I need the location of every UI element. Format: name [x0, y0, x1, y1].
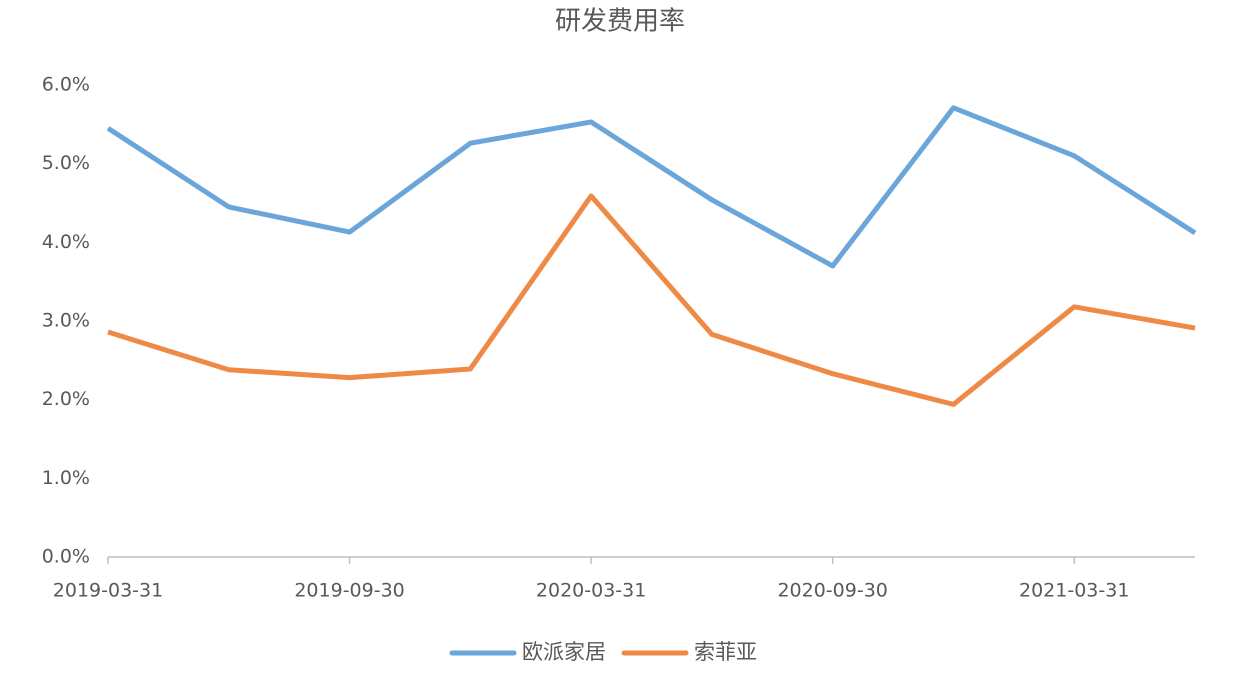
- x-tick-label: 2021-03-31: [1019, 580, 1129, 602]
- x-tick-label: 2019-03-31: [53, 580, 163, 602]
- y-tick-label: 2.0%: [42, 388, 90, 410]
- legend-label: 欧派家居: [522, 640, 606, 664]
- x-tick-label: 2020-09-30: [777, 580, 887, 602]
- series-line: [107, 193, 1196, 407]
- y-tick-label: 4.0%: [42, 231, 90, 253]
- legend-label: 索菲亚: [694, 640, 757, 664]
- y-tick-label: 1.0%: [42, 467, 90, 489]
- y-tick-label: 0.0%: [42, 546, 90, 568]
- y-tick-label: 5.0%: [42, 152, 90, 174]
- series-line: [106, 105, 1197, 269]
- y-tick-label: 3.0%: [42, 310, 90, 332]
- x-tick-label: 2019-09-30: [294, 580, 404, 602]
- y-tick-label: 6.0%: [42, 74, 90, 96]
- chart-title: 研发费用率: [555, 7, 685, 37]
- x-tick-label: 2020-03-31: [536, 580, 646, 602]
